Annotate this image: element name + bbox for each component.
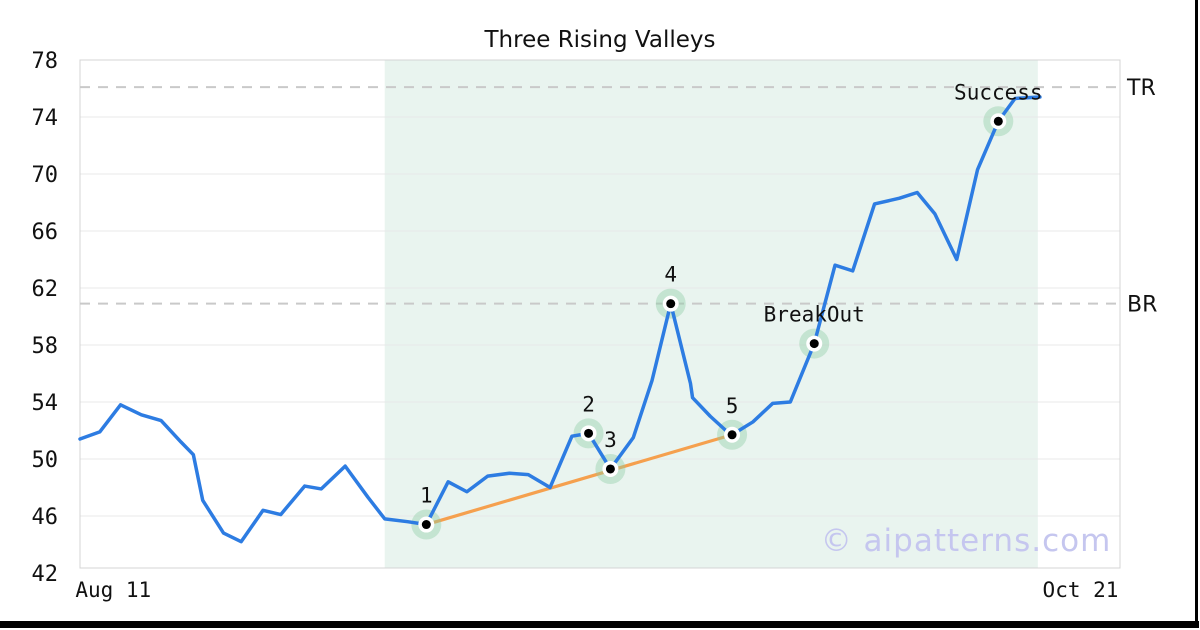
y-tick-label: 54 [32,391,59,416]
marker-label-4: 4 [664,263,677,287]
y-tick-label: 58 [32,334,59,359]
y-tick-label: 66 [32,220,59,245]
frame-border-right [1195,0,1198,628]
frame-border-bottom [0,621,1199,628]
hline-label-tr: TR [1126,76,1156,101]
watermark: © aipatterns.com [820,523,1112,559]
pattern-region [384,60,1038,568]
trendline [424,433,734,527]
x-tick-label: Aug 11 [75,578,151,602]
plot-border [79,59,1121,569]
marker-label-3: 3 [604,428,617,452]
hline-label-br: BR [1127,293,1157,318]
marker-dot-success [993,116,1003,126]
marker-label-5: 5 [726,394,739,418]
y-tick-label: 46 [32,505,59,530]
marker-label-2: 2 [582,392,595,416]
marker-dot-5 [727,430,737,440]
y-tick-label: 50 [32,448,59,473]
marker-dot-3 [605,464,615,474]
y-tick-label: 42 [32,562,59,587]
chart-title: Three Rising Valleys [484,27,716,53]
x-tick-label: Oct 21 [1043,578,1119,602]
marker-label-success: Success [954,80,1043,104]
marker-dot-2 [584,428,594,438]
y-tick-label: 74 [32,106,59,131]
marker-dot-1 [421,520,431,530]
y-tick-label: 70 [32,163,59,188]
y-tick-label: 78 [32,49,59,74]
price-line [78,95,1042,544]
marker-label-breakout: BreakOut [764,303,865,327]
marker-dot-breakout [809,339,819,349]
marker-label-1: 1 [420,484,433,508]
marker-dot-4 [666,299,676,309]
y-tick-label: 62 [32,277,59,302]
